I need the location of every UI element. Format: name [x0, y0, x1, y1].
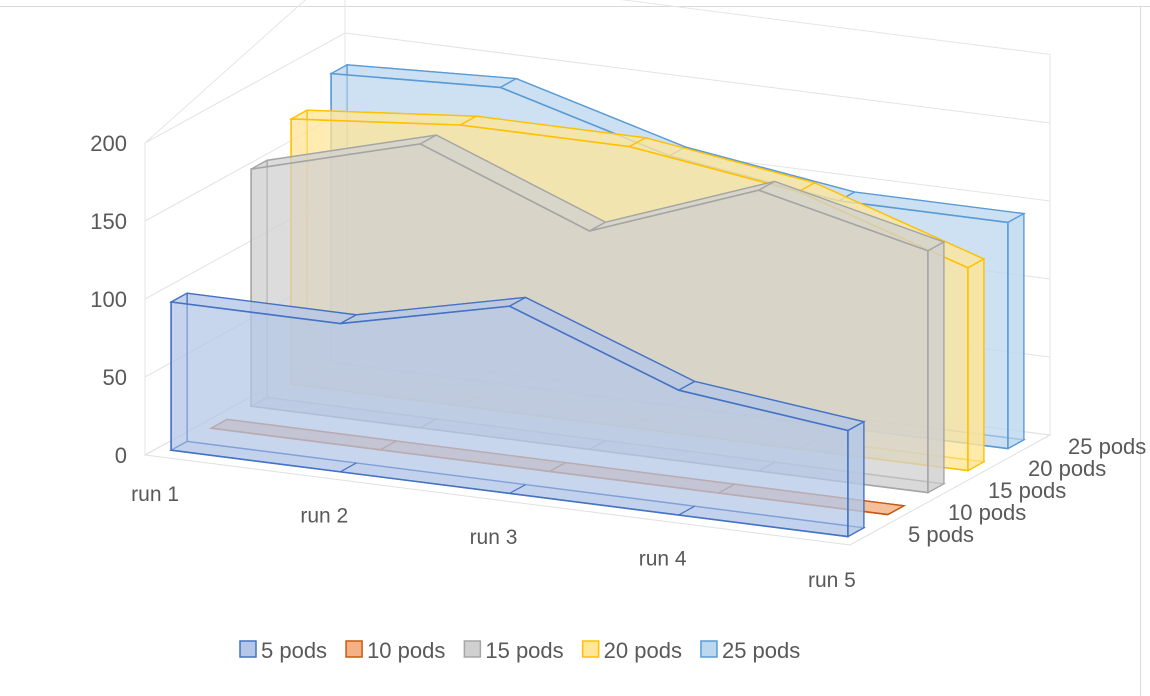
x-axis: run 1 run 2 run 3 run 4 run 5	[131, 483, 856, 592]
legend-item-5-pods: 5 pods	[239, 638, 327, 663]
legend-swatch	[463, 640, 482, 658]
legend-swatch	[581, 640, 600, 658]
series-end-cap	[927, 240, 945, 494]
legend-swatch	[700, 640, 718, 658]
legend-label: 15 pods	[485, 638, 563, 663]
depth-tick-label: 5 pods	[908, 522, 974, 547]
legend-item-15-pods: 15 pods	[463, 638, 564, 663]
legend-swatch	[239, 640, 257, 658]
y-tick-label: 100	[90, 287, 127, 312]
y-tick-label: 150	[90, 209, 127, 234]
depth-tick-label: 10 pods	[948, 500, 1026, 525]
series-end-cap	[967, 257, 985, 472]
series-end-cap	[847, 420, 865, 538]
legend-swatch	[345, 640, 363, 658]
series-floor-divider	[678, 505, 695, 516]
legend-item-25-pods: 25 pods	[700, 638, 800, 663]
depth-tick-label: 15 pods	[988, 478, 1066, 503]
series-end-cap	[887, 505, 905, 516]
legend-item-10-pods: 10 pods	[345, 638, 445, 663]
legend-item-20-pods: 20 pods	[581, 638, 682, 663]
gridline-200	[144, 32, 1051, 144]
legend-label: 25 pods	[722, 638, 800, 663]
depth-tick-label: 25 pods	[1068, 434, 1146, 459]
series-layer	[169, 63, 1026, 538]
legend-label: 5 pods	[261, 638, 327, 663]
series-5-pods	[169, 292, 866, 538]
x-tick-label: run 4	[639, 548, 687, 571]
x-tick-label: run 2	[300, 504, 348, 527]
y-tick-label: 200	[90, 131, 127, 156]
legend-label: 20 pods	[604, 638, 682, 663]
legend-label: 10 pods	[367, 638, 445, 663]
series-floor-divider	[340, 462, 357, 473]
spreadsheet-grid-top	[0, 0, 1150, 7]
legend: 5 pods 10 pods 15 pods 20 pods 25 pods	[239, 638, 800, 663]
x-tick-label: run 3	[470, 526, 518, 549]
series-end-cap	[1007, 212, 1025, 450]
depth-tick-label: 20 pods	[1028, 456, 1106, 481]
y-tick-label: 0	[115, 443, 127, 468]
x-tick-label: run 5	[808, 569, 856, 592]
x-tick-label: run 1	[131, 483, 179, 506]
y-tick-label: 50	[103, 365, 127, 390]
spreadsheet-grid-right	[1140, 6, 1141, 696]
series-floor-divider	[509, 484, 526, 494]
y-axis: 0 50 100 150 200	[90, 131, 127, 468]
series-front-face	[170, 301, 849, 538]
